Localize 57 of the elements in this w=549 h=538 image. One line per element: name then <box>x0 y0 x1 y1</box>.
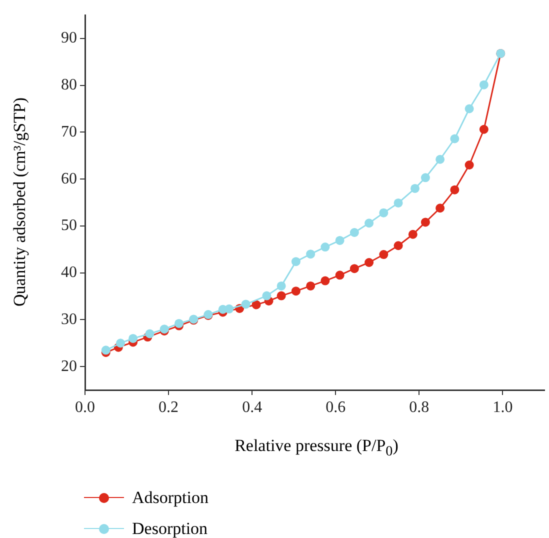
point <box>379 250 388 260</box>
x-tick-label: 0.2 <box>158 398 179 416</box>
y-tick-label: 20 <box>61 358 77 375</box>
x-tick-label: 0.8 <box>409 398 430 416</box>
point <box>320 276 330 286</box>
y-tick-label: 60 <box>61 170 77 188</box>
point <box>464 104 474 114</box>
point <box>145 329 154 338</box>
point <box>276 281 286 290</box>
point <box>128 334 138 343</box>
point <box>116 338 126 348</box>
point <box>350 228 359 237</box>
point <box>364 218 374 228</box>
y-tick-label: 30 <box>61 310 77 328</box>
point <box>479 124 488 134</box>
legend-label: Adsorption <box>132 488 208 508</box>
point <box>394 241 403 250</box>
point <box>306 281 316 290</box>
point <box>276 291 286 300</box>
point <box>450 134 460 144</box>
x-tick-label: 0.0 <box>75 398 95 416</box>
point <box>241 300 250 309</box>
point <box>291 286 300 296</box>
legend-label: Desorption <box>132 518 208 538</box>
x-tick-label: 1.0 <box>492 398 513 416</box>
point <box>174 318 184 328</box>
x-tick-label: 0.4 <box>242 398 262 416</box>
point <box>410 184 420 193</box>
point <box>335 236 344 245</box>
point <box>262 291 272 300</box>
point <box>224 304 234 314</box>
y-axis-title: Quantity adsorbed (cm³/gSTP) <box>10 97 30 307</box>
y-tick-label: 90 <box>61 30 77 47</box>
point <box>320 242 330 252</box>
point <box>291 257 300 266</box>
point <box>335 270 344 280</box>
point <box>420 218 430 227</box>
point <box>364 258 374 267</box>
point <box>464 160 474 170</box>
point <box>408 230 418 239</box>
point <box>379 208 388 218</box>
point <box>394 198 403 208</box>
point <box>436 204 445 213</box>
y-tick-label: 40 <box>61 264 77 282</box>
point <box>350 264 359 274</box>
x-axis-title: Relative pressure (P/P$_{0}$) <box>234 436 400 460</box>
point <box>450 185 460 194</box>
point <box>420 173 430 182</box>
point <box>436 154 445 164</box>
x-tick-label: 0.6 <box>326 398 346 416</box>
point <box>252 300 261 310</box>
y-tick-label: 80 <box>61 76 77 94</box>
y-tick-label: 50 <box>61 217 77 234</box>
point <box>306 250 316 259</box>
point <box>101 346 110 355</box>
y-tick-label: 70 <box>61 123 77 140</box>
point <box>479 80 488 90</box>
